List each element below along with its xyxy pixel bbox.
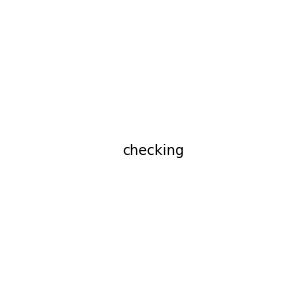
Text: checking: checking [123,145,185,158]
